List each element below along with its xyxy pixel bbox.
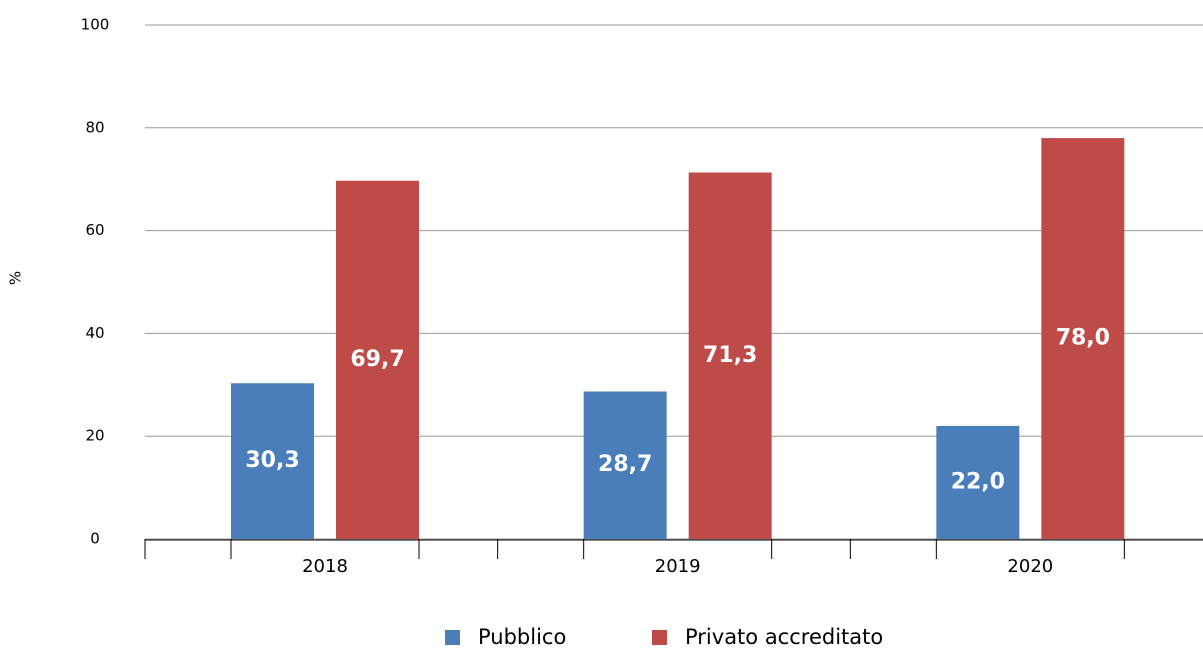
x-tick-label: 2020 [1007,556,1053,577]
value-label: 22,0 [951,469,1005,494]
legend-label: Privato accreditato [685,625,883,649]
value-label: 30,3 [245,448,299,473]
value-label: 28,7 [598,452,652,477]
bar [583,391,667,539]
y-tick-label: 40 [85,324,104,342]
y-tick-label: 80 [85,118,104,136]
bar [231,383,314,539]
bar [336,180,419,539]
bar [936,425,1020,539]
y-tick-label: 100 [81,16,110,34]
legend-swatch [652,630,667,645]
y-tick-label: 20 [85,427,104,445]
value-label: 69,7 [350,347,404,372]
y-tick-label: 0 [90,530,100,548]
legend-swatch [445,630,460,645]
bar [688,172,772,539]
value-label: 71,3 [703,343,757,368]
bar [1041,138,1125,539]
x-tick-label: 2018 [302,556,348,577]
x-tick-label: 2019 [655,556,701,577]
value-label: 78,0 [1056,326,1110,351]
legend-label: Pubblico [478,625,566,649]
y-tick-label: 60 [85,221,104,239]
y-axis-label: % [7,271,25,285]
